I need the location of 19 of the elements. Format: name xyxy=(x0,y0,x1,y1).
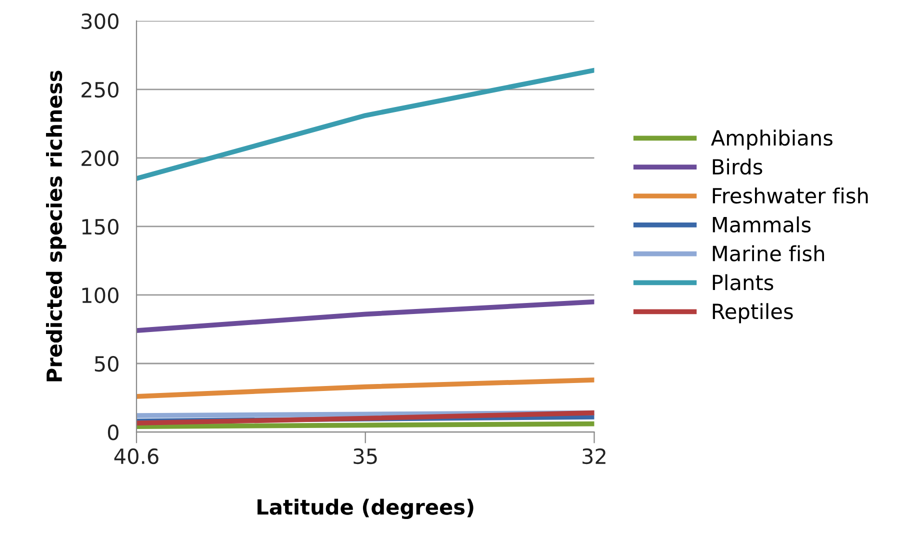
legend-label: Plants xyxy=(712,274,774,290)
x-tick-label: 35 xyxy=(354,448,377,464)
legend-label: Mammals xyxy=(712,216,811,233)
y-tick-label: 300 xyxy=(82,13,118,30)
legend-label: Birds xyxy=(712,158,762,175)
y-axis-title: Predicted species richness xyxy=(46,70,66,382)
y-tick-label: 100 xyxy=(82,287,118,304)
y-tick-label: 200 xyxy=(82,150,118,166)
y-tick-label: 50 xyxy=(94,356,118,372)
x-tick-label: 40.6 xyxy=(114,448,158,464)
y-tick-label: 250 xyxy=(82,82,118,98)
legend-label: Freshwater fish xyxy=(712,187,868,204)
x-axis-title: Latitude (degrees) xyxy=(258,498,474,520)
legend-label: Marine fish xyxy=(712,245,824,262)
legend-label: Reptiles xyxy=(712,303,793,324)
legend-label: Amphibians xyxy=(711,130,832,150)
y-tick-label: 0 xyxy=(108,424,118,440)
x-tick-label: 32 xyxy=(582,448,606,464)
y-tick-label: 150 xyxy=(82,218,118,235)
